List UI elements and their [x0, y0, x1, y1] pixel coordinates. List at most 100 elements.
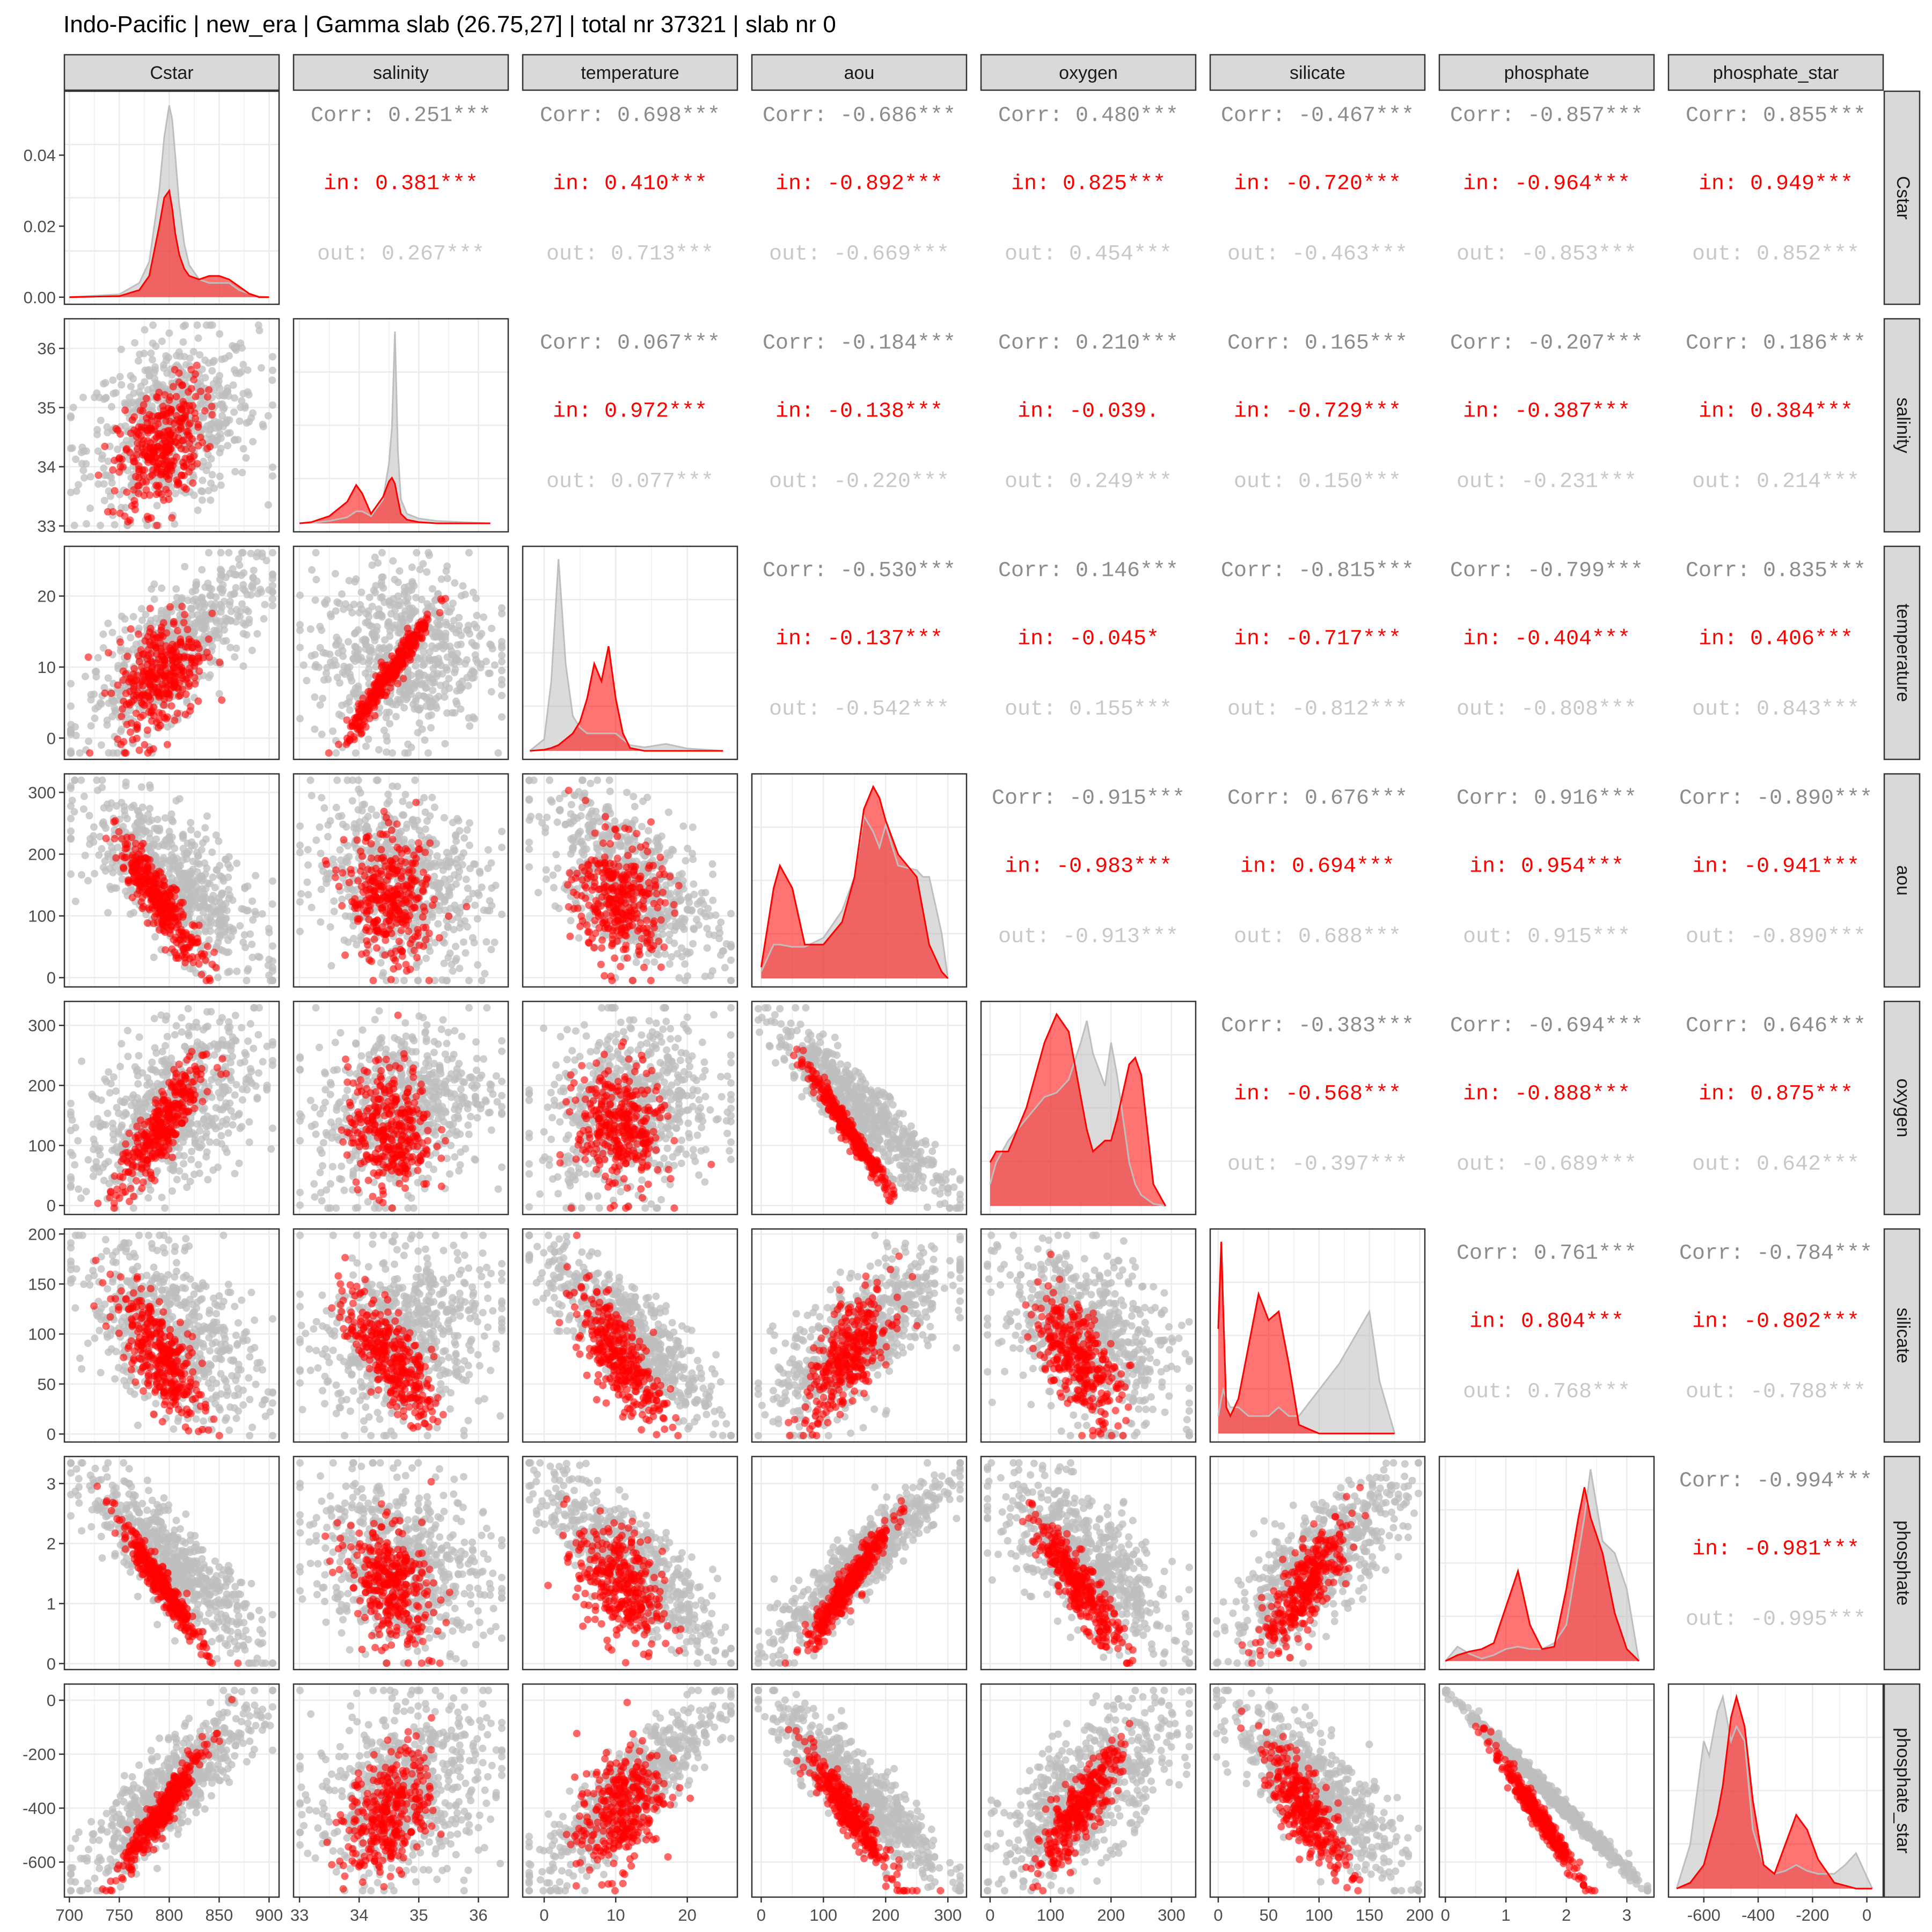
- out-point: [349, 776, 357, 784]
- out-point: [427, 656, 435, 664]
- out-point: [146, 804, 154, 813]
- out-point: [67, 815, 75, 823]
- in-point: [173, 709, 181, 718]
- out-point: [223, 416, 231, 424]
- out-point: [225, 352, 233, 360]
- out-point: [429, 679, 437, 687]
- out-point: [218, 401, 226, 409]
- out-point: [227, 617, 235, 625]
- out-point: [216, 330, 224, 338]
- out-point: [216, 601, 224, 609]
- out-point: [404, 740, 412, 748]
- in-point: [363, 937, 371, 945]
- out-point: [184, 839, 192, 847]
- out-point: [374, 559, 382, 567]
- in-point: [179, 381, 187, 389]
- out-point: [201, 374, 209, 382]
- out-point: [91, 714, 99, 722]
- out-point: [219, 637, 228, 645]
- out-point: [212, 593, 220, 601]
- in-point: [405, 634, 413, 642]
- out-point: [385, 708, 393, 716]
- out-point: [225, 392, 233, 400]
- out-point: [192, 581, 200, 589]
- out-point: [441, 740, 449, 748]
- out-point: [320, 676, 328, 684]
- in-point: [144, 749, 152, 757]
- out-point: [145, 366, 153, 374]
- density-panel-temperature: [522, 545, 738, 760]
- corr-in: in: -0.729***: [1234, 400, 1401, 424]
- out-point: [184, 596, 192, 604]
- out-point: [248, 940, 256, 948]
- out-point: [181, 321, 189, 329]
- out-point: [349, 655, 357, 663]
- out-point: [450, 926, 458, 934]
- corr-out: out: -0.812***: [1227, 698, 1408, 722]
- out-point: [230, 394, 238, 402]
- in-point: [386, 663, 394, 671]
- out-point: [443, 574, 451, 582]
- in-point: [377, 867, 385, 875]
- out-point: [362, 824, 370, 832]
- in-point: [370, 887, 378, 895]
- out-point: [429, 686, 437, 694]
- in-point: [86, 749, 94, 757]
- corr-out: out: -0.808***: [1457, 698, 1637, 722]
- out-point: [378, 548, 386, 557]
- out-point: [249, 916, 257, 924]
- out-point: [80, 792, 88, 800]
- out-point: [104, 852, 112, 860]
- in-point: [381, 951, 389, 959]
- in-point: [123, 488, 131, 496]
- out-point: [67, 749, 75, 757]
- in-point: [192, 414, 200, 422]
- out-point: [122, 887, 130, 895]
- out-point: [332, 641, 340, 649]
- in-point: [125, 876, 133, 884]
- out-point: [199, 487, 207, 495]
- out-point: [330, 897, 338, 905]
- out-point: [345, 576, 353, 584]
- out-point: [320, 804, 328, 812]
- out-point: [327, 962, 335, 970]
- in-point: [121, 845, 129, 853]
- out-point: [358, 605, 366, 613]
- out-point: [244, 906, 252, 914]
- out-point: [414, 977, 422, 985]
- out-point: [231, 467, 239, 475]
- corr-in: in: -0.387***: [1463, 400, 1630, 424]
- in-point: [128, 502, 136, 510]
- corr-in: in: 0.406***: [1699, 627, 1853, 652]
- out-point: [421, 736, 429, 744]
- out-point: [350, 630, 358, 638]
- corr-panel-Cstar-phosphate_star: Corr: 0.855***in: 0.949***out: 0.852***: [1686, 104, 1866, 267]
- out-point: [296, 643, 304, 652]
- out-point: [248, 646, 256, 654]
- out-point: [68, 796, 76, 804]
- in-point: [172, 412, 180, 420]
- in-point: [133, 445, 141, 453]
- out-point: [308, 792, 316, 800]
- out-point: [166, 857, 174, 865]
- corr-out: out: 0.077***: [546, 470, 714, 494]
- in-point: [158, 881, 166, 889]
- out-point: [357, 588, 365, 596]
- in-point: [208, 402, 216, 411]
- out-point: [236, 922, 244, 930]
- in-point: [177, 635, 185, 643]
- out-point: [470, 668, 478, 676]
- in-point: [139, 712, 147, 720]
- in-point: [184, 625, 192, 633]
- out-point: [249, 437, 257, 445]
- out-point: [351, 642, 359, 650]
- out-point: [239, 662, 247, 670]
- in-point: [387, 826, 396, 835]
- in-point: [345, 879, 353, 887]
- out-point: [451, 665, 459, 674]
- out-point: [411, 776, 419, 784]
- out-point: [171, 844, 179, 852]
- in-point: [194, 652, 202, 660]
- out-point: [335, 599, 343, 608]
- in-point: [364, 865, 372, 873]
